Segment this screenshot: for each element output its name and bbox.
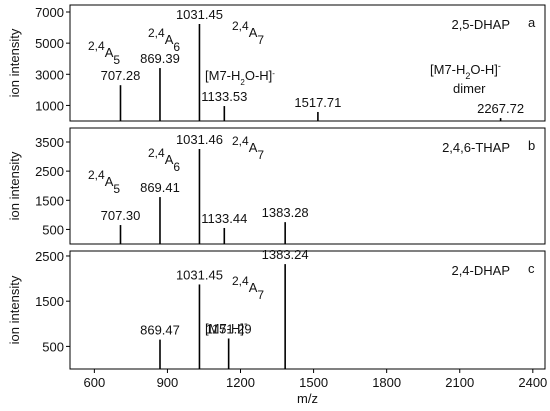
annotation-part: A: [105, 45, 114, 60]
ion-annotation: 2,4A7: [232, 19, 264, 47]
ion-annotation: 2,4A5: [88, 168, 120, 196]
annotation-part: 2,4: [232, 274, 249, 288]
y-tick-label: 3000: [35, 67, 64, 82]
peak-label: 1031.45: [176, 267, 223, 282]
peak-label: 1517.71: [294, 95, 341, 110]
y-axis-label: ion intensity: [7, 275, 22, 344]
y-tick-label: 5000: [35, 36, 64, 51]
x-tick-label: 1200: [226, 375, 255, 390]
ion-annotation: 2,4A6: [148, 146, 180, 174]
ion-annotation: 2,4A5: [88, 39, 120, 67]
annotation-part: A: [249, 25, 258, 40]
x-tick-label: 600: [84, 375, 106, 390]
y-tick-label: 500: [42, 222, 64, 237]
ion-annotation: 2,4A7: [232, 134, 264, 162]
peak-label: 869.47: [140, 323, 180, 338]
x-tick-label: 1500: [299, 375, 328, 390]
x-axis-label: m/z: [297, 391, 318, 406]
peak-label: 1383.28: [262, 205, 309, 220]
ion-annotation: [M7-H2O-H]-: [205, 68, 275, 87]
annotation-part: 2: [465, 71, 470, 81]
annotation-part: 6: [173, 40, 180, 54]
peak-label: 707.30: [101, 208, 141, 223]
panel-letter: c: [528, 261, 535, 276]
panel-title: 2,5-DHAP: [451, 17, 510, 32]
peak-label: 1383.24: [262, 247, 309, 262]
annotation-part: dimer: [453, 81, 486, 96]
ion-annotation: [M7-H2O-H]-: [430, 61, 501, 81]
x-tick-label: 1800: [372, 375, 401, 390]
y-tick-label: 1500: [35, 294, 64, 309]
peak-label: 869.41: [140, 180, 180, 195]
y-tick-label: 2500: [35, 164, 64, 179]
annotation-part: 2,4: [148, 146, 165, 160]
annotation-part: A: [165, 32, 174, 47]
annotation-part: 2,4: [232, 134, 249, 148]
annotation-part: O-H]: [245, 68, 272, 83]
peak-label: 1031.45: [176, 7, 223, 22]
peak-label: 1151.29: [206, 321, 252, 336]
annotation-part: 2: [240, 78, 245, 87]
panel-title: 2,4,6-THAP: [442, 140, 510, 155]
annotation-part: 2,4: [148, 26, 165, 40]
y-tick-label: 7000: [35, 5, 64, 20]
panel-letter: a: [528, 15, 536, 30]
annotation-part: 7: [257, 33, 264, 47]
annotation-part: A: [105, 174, 114, 189]
peak-label: 1133.44: [201, 211, 247, 226]
annotation-part: -: [244, 318, 248, 330]
peak-label: 2267.72: [477, 101, 524, 116]
ion-annotation: dimer: [453, 81, 486, 96]
annotation-part: A: [165, 152, 174, 167]
annotation-part: 2,4: [232, 19, 249, 33]
annotation-part: 2,4: [88, 39, 105, 53]
annotation-part: 2,4: [88, 168, 105, 182]
y-axis-label: ion intensity: [7, 28, 22, 97]
panel-letter: b: [528, 138, 535, 153]
annotation-part: O-H]: [470, 62, 497, 77]
y-axis-label: ion intensity: [7, 151, 22, 220]
annotation-part: 7: [257, 288, 264, 302]
peak-label: 869.39: [140, 51, 180, 66]
y-tick-label: 1000: [35, 98, 64, 113]
y-tick-label: 500: [42, 339, 64, 354]
annotation-part: A: [249, 140, 258, 155]
annotation-part: [M7-H: [430, 62, 465, 77]
annotation-part: 6: [173, 160, 180, 174]
annotation-part: [M7-H]: [205, 321, 244, 336]
y-tick-label: 2500: [35, 249, 64, 264]
y-tick-label: 3500: [35, 135, 64, 150]
peak-label: 1133.53: [201, 89, 247, 104]
y-tick-label: 1500: [35, 193, 64, 208]
plot-frame: [69, 127, 546, 245]
annotation-part: [M7-H: [205, 68, 240, 83]
peak-label: 707.28: [101, 68, 141, 83]
panel-title: 2,4-DHAP: [451, 263, 510, 278]
annotation-part: -: [272, 69, 275, 78]
ion-annotation: 2,4A7: [232, 274, 264, 302]
x-tick-label: 900: [157, 375, 179, 390]
x-tick-label: 2400: [518, 375, 547, 390]
annotation-part: -: [498, 61, 501, 71]
ion-annotation: [M7-H]-: [205, 318, 248, 336]
plot-frame: [69, 4, 546, 122]
annotation-part: 5: [113, 182, 120, 196]
x-tick-label: 2100: [445, 375, 474, 390]
annotation-part: 7: [257, 148, 264, 162]
peak-label: 1031.46: [176, 132, 223, 147]
annotation-part: A: [249, 280, 258, 295]
plot-frame: [69, 250, 546, 370]
ion-annotation: 2,4A6: [148, 26, 180, 54]
annotation-part: 5: [113, 53, 120, 67]
